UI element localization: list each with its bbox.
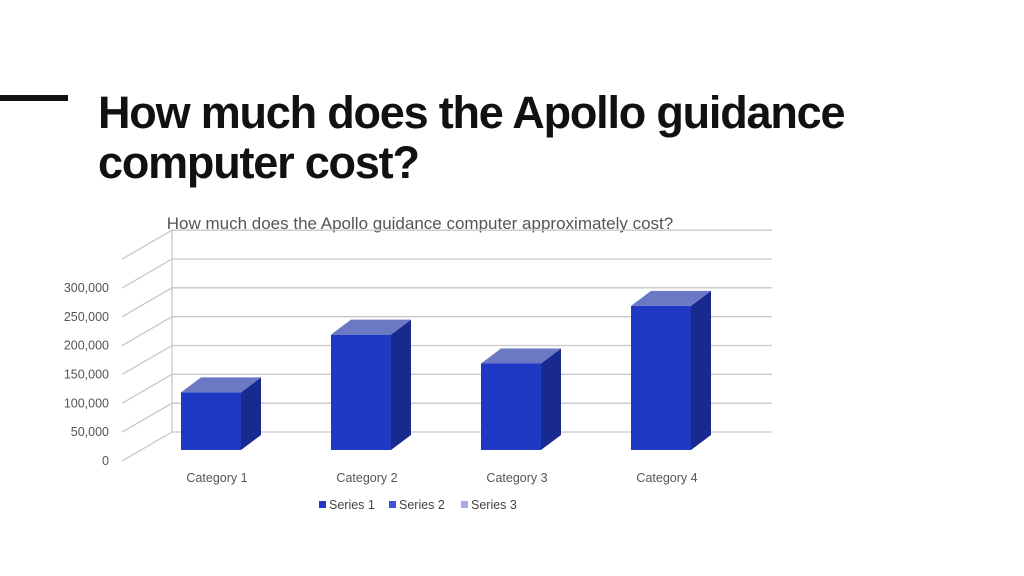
bar-side bbox=[241, 377, 261, 450]
bar-chart: How much does the Apollo guidance comput… bbox=[64, 214, 772, 512]
y-axis-ticks: 0 50,000 100,000 150,000 200,000 250,000 300,0… bbox=[64, 281, 109, 468]
category-label: Category 1 bbox=[186, 471, 247, 485]
bar-top bbox=[481, 348, 561, 364]
bar-front bbox=[631, 305, 691, 450]
chart-legend: Series 1 Series 2 Series 3 bbox=[319, 498, 517, 512]
y-tick-label: 0 bbox=[102, 454, 109, 468]
legend-item: Series 3 bbox=[461, 498, 517, 512]
legend-swatch bbox=[319, 501, 326, 508]
bar bbox=[181, 377, 261, 450]
bar bbox=[631, 290, 711, 450]
bar-side bbox=[391, 319, 411, 450]
chart-walls bbox=[121, 229, 772, 462]
bar-front bbox=[331, 334, 391, 450]
title-accent-bar bbox=[0, 95, 68, 101]
category-label: Category 3 bbox=[486, 471, 547, 485]
y-tick-label: 300,000 bbox=[64, 281, 109, 295]
legend-label: Series 2 bbox=[399, 498, 445, 512]
legend-item: Series 2 bbox=[389, 498, 445, 512]
bar-side bbox=[541, 348, 561, 450]
chart-container: How much does the Apollo guidance comput… bbox=[0, 200, 1024, 530]
bar-side bbox=[691, 290, 711, 450]
legend-item: Series 1 bbox=[319, 498, 375, 512]
chart-title: How much does the Apollo guidance comput… bbox=[167, 214, 674, 233]
category-label: Category 4 bbox=[636, 471, 697, 485]
y-tick-label: 250,000 bbox=[64, 310, 109, 324]
y-tick-label: 150,000 bbox=[64, 368, 109, 382]
chart-bars bbox=[181, 290, 711, 450]
category-label: Category 2 bbox=[336, 471, 397, 485]
gridline bbox=[121, 258, 772, 289]
x-axis-categories: Category 1 Category 2 Category 3 Category 4 bbox=[186, 471, 697, 485]
bar bbox=[481, 348, 561, 450]
legend-label: Series 1 bbox=[329, 498, 375, 512]
y-tick-label: 100,000 bbox=[64, 396, 109, 410]
legend-swatch bbox=[461, 501, 468, 508]
bar-top bbox=[331, 319, 411, 335]
bar bbox=[331, 319, 411, 450]
slide-title: How much does the Apollo guidance comput… bbox=[98, 87, 845, 188]
gridline bbox=[121, 229, 772, 260]
legend-swatch bbox=[389, 501, 396, 508]
y-tick-label: 200,000 bbox=[64, 339, 109, 353]
bar-top bbox=[181, 377, 261, 393]
bar-front bbox=[481, 363, 541, 450]
y-tick-label: 50,000 bbox=[71, 425, 109, 439]
bar-top bbox=[631, 290, 711, 306]
legend-label: Series 3 bbox=[471, 498, 517, 512]
bar-front bbox=[181, 392, 241, 450]
